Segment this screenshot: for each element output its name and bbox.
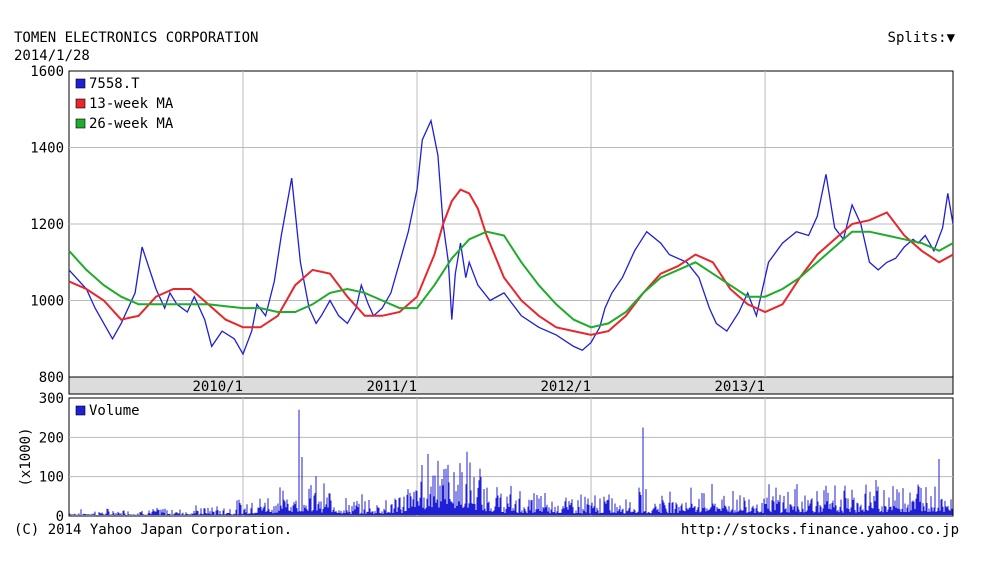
legend-swatch [75,405,86,416]
price-y-tick-label: 1200 [30,217,64,233]
splits-dropdown[interactable]: Splits:▼ [888,30,955,46]
volume-axis-label: (x1000) [18,427,34,486]
date-tick-label: 2012/1 [540,379,591,395]
company-name: TOMEN ELECTRONICS CORPORATION [14,30,259,46]
date-tick-label: 2013/1 [714,379,765,395]
volume-y-tick-label: 100 [39,470,64,486]
legend-label: Volume [89,403,140,419]
date-tick-label: 2011/1 [366,379,417,395]
price-y-tick-label: 1400 [30,141,64,157]
legend-swatch [75,118,86,129]
copyright-text: (C) 2014 Yahoo Japan Corporation. [14,522,293,538]
price-y-tick-label: 1600 [30,64,64,80]
date-axis-strip [68,376,954,395]
legend-label: 7558.T [89,76,140,92]
source-url[interactable]: http://stocks.finance.yahoo.co.jp [680,522,959,538]
chart-date: 2014/1/28 [14,48,90,64]
price-y-tick-label: 1000 [30,294,64,310]
volume-y-tick-label: 300 [39,391,64,407]
series-line-7558-t [68,118,954,356]
legend-swatch [75,78,86,89]
legend-swatch [75,98,86,109]
volume-y-tick-label: 200 [39,430,64,446]
triangle-down-icon: ▼ [946,30,955,46]
legend-label: 26-week MA [89,116,174,132]
splits-label: Splits: [887,30,947,46]
date-tick-label: 2010/1 [192,379,243,395]
volume-y-tick-label: 0 [56,509,64,525]
series-line-26-week-ma [68,230,954,329]
legend-label: 13-week MA [89,96,174,112]
price-y-tick-label: 800 [39,370,64,386]
